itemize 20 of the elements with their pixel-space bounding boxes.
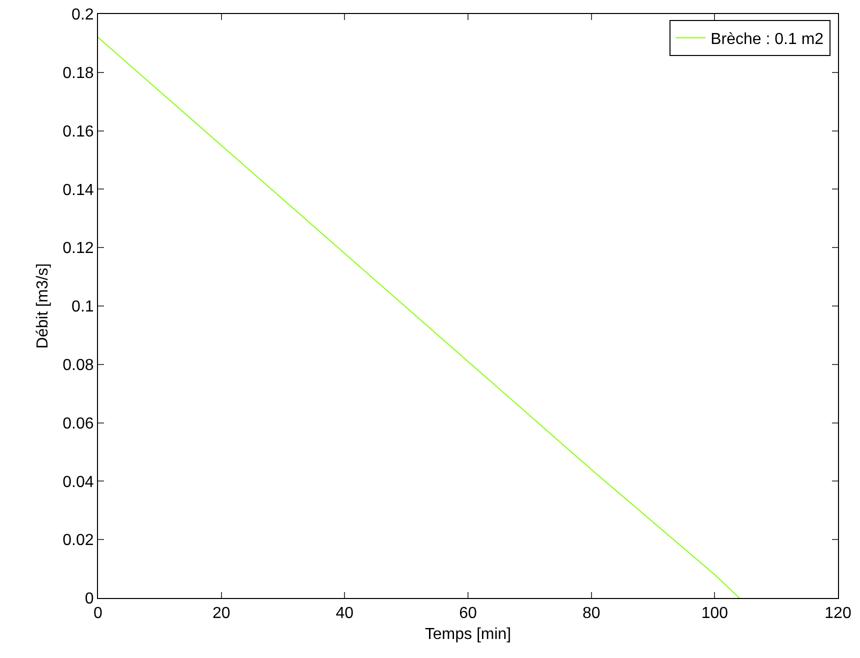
- y-tick-label: 0.1: [72, 298, 94, 316]
- x-tick-label: 120: [824, 605, 852, 622]
- x-tick-label: 40: [336, 605, 354, 622]
- x-tick-label: 80: [582, 605, 600, 622]
- y-tick-label: 0.18: [62, 65, 94, 82]
- y-tick-label: 0.04: [62, 474, 94, 491]
- y-axis-title: Débit [m3/s]: [34, 263, 52, 349]
- y-tick-label: 0.02: [62, 532, 94, 550]
- x-axis-title: Temps [min]: [424, 626, 512, 643]
- y-tick-label: 0.06: [62, 415, 94, 432]
- x-tick-label: 20: [212, 605, 230, 622]
- x-tick-label: 100: [701, 605, 728, 622]
- y-tick-label: 0.2: [72, 6, 94, 24]
- legend-label: Brèche : 0.1 m2: [710, 30, 824, 48]
- y-tick-label: 0.14: [62, 182, 94, 199]
- y-tick-label: 0.08: [62, 357, 94, 374]
- y-tick-label: 0.12: [62, 240, 94, 258]
- x-tick-label: 60: [459, 605, 477, 622]
- y-tick-label: 0: [84, 590, 94, 608]
- y-tick-label: 0.16: [62, 123, 94, 140]
